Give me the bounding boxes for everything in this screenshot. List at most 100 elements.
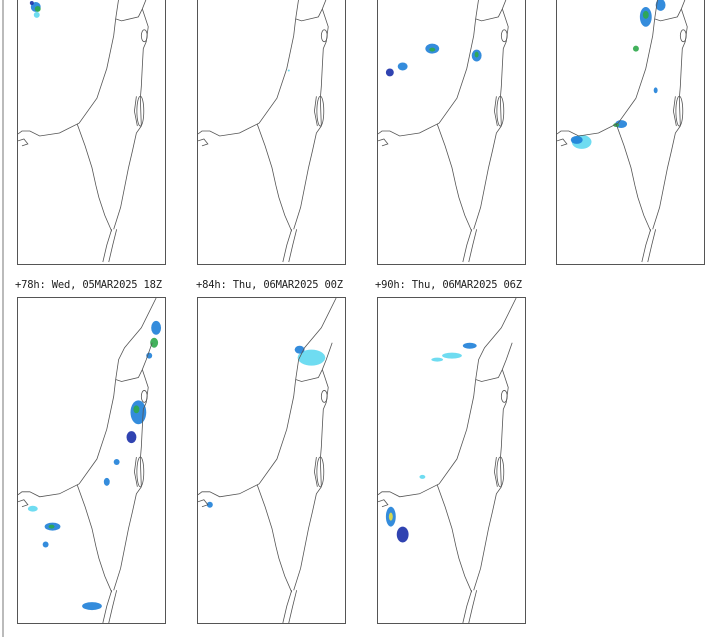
precipitation-area xyxy=(385,68,394,77)
precipitation-area xyxy=(113,459,120,465)
sea-of-galilee xyxy=(501,390,507,402)
precipitation-area xyxy=(388,512,393,521)
west-bank-line xyxy=(494,96,497,126)
gulf-west xyxy=(103,590,112,623)
lebanon-border xyxy=(116,0,153,21)
west-bank-line xyxy=(673,96,676,126)
precipitation-area xyxy=(442,352,462,359)
precipitation-area xyxy=(27,505,38,512)
west-bank-line xyxy=(314,457,317,487)
gulf-west xyxy=(463,229,472,262)
precipitation-area xyxy=(146,352,153,359)
precipitation-area xyxy=(570,135,583,144)
precipitation-area xyxy=(126,431,137,444)
dead-sea xyxy=(317,96,324,126)
coastline xyxy=(18,0,156,136)
panel-label-84h: +84h: Thu, 06MAR2025 00Z xyxy=(196,279,343,291)
gulf-east xyxy=(469,229,477,262)
precipitation-area xyxy=(431,357,444,362)
map xyxy=(378,298,525,623)
coastline xyxy=(18,298,156,497)
gulf-east xyxy=(109,229,117,262)
forecast-map-panel-78h xyxy=(17,297,166,624)
sinai-coast xyxy=(378,500,388,507)
coastline xyxy=(198,298,336,497)
precipitation-area xyxy=(130,400,147,425)
dead-sea xyxy=(676,96,683,126)
west-bank-line xyxy=(494,457,497,487)
precipitation-area xyxy=(632,45,639,52)
sinai-coast xyxy=(198,139,208,146)
egypt-border xyxy=(257,124,292,231)
gulf-east xyxy=(109,590,117,623)
forecast-map-panel-2 xyxy=(197,0,346,265)
precipitation-area xyxy=(42,541,49,548)
egypt-border xyxy=(77,124,112,231)
eastern-border xyxy=(474,370,509,591)
sea-of-galilee xyxy=(321,390,327,402)
map xyxy=(198,0,345,264)
gulf-east xyxy=(289,229,297,262)
west-bank-line xyxy=(134,457,137,487)
lebanon-border xyxy=(296,343,333,382)
egypt-border xyxy=(257,485,292,592)
map xyxy=(198,298,345,623)
precipitation-area xyxy=(419,474,426,479)
precipitation-area xyxy=(29,0,34,5)
map xyxy=(18,0,165,264)
precipitation-area xyxy=(287,69,290,72)
gulf-east xyxy=(648,229,656,262)
sea-of-galilee xyxy=(141,390,147,402)
panel-label-90h: +90h: Thu, 06MAR2025 06Z xyxy=(375,279,522,291)
gulf-west xyxy=(283,229,292,262)
sinai-coast xyxy=(18,500,28,507)
sea-of-galilee xyxy=(501,30,507,42)
precipitation-area xyxy=(33,11,40,18)
dead-sea xyxy=(137,96,144,126)
map xyxy=(18,298,162,623)
map xyxy=(557,0,704,264)
lebanon-border xyxy=(476,343,513,382)
precipitation-area xyxy=(82,602,102,611)
eastern-border xyxy=(114,370,149,591)
precipitation-area xyxy=(462,342,477,349)
panel-label-78h: +78h: Wed, 05MAR2025 18Z xyxy=(15,279,162,291)
precipitation-area xyxy=(103,477,110,486)
gulf-west xyxy=(463,590,472,623)
sinai-coast xyxy=(198,500,208,507)
precipitation-area xyxy=(151,320,162,335)
sinai-coast xyxy=(378,139,388,146)
gulf-west xyxy=(103,229,112,262)
precipitation-area xyxy=(34,5,41,12)
precipitation-area xyxy=(133,405,140,414)
dead-sea xyxy=(497,457,504,487)
precipitation-area xyxy=(429,47,436,52)
precipitation-area xyxy=(297,349,326,366)
lebanon-border xyxy=(476,0,513,21)
precipitation-area xyxy=(655,0,666,11)
precipitation-area xyxy=(206,501,213,508)
egypt-border xyxy=(437,124,472,231)
coastline xyxy=(378,0,516,136)
forecast-map-panel-1 xyxy=(17,0,166,265)
coastline xyxy=(557,0,695,136)
dead-sea xyxy=(497,96,504,126)
egypt-border xyxy=(77,485,112,592)
dead-sea xyxy=(137,457,144,487)
sea-of-galilee xyxy=(321,30,327,42)
map xyxy=(378,0,525,264)
eastern-border xyxy=(114,9,149,229)
west-bank-line xyxy=(134,96,137,126)
dead-sea xyxy=(317,457,324,487)
coastline xyxy=(198,0,336,136)
sea-of-galilee xyxy=(680,30,686,42)
sea-of-galilee xyxy=(141,30,147,42)
gulf-east xyxy=(289,590,297,623)
forecast-map-panel-84h xyxy=(197,297,346,624)
forecast-map-panel-90h xyxy=(377,297,526,624)
lebanon-border xyxy=(116,343,153,382)
sinai-coast xyxy=(18,139,28,146)
eastern-border xyxy=(474,9,509,229)
lebanon-border xyxy=(655,0,692,21)
page-edge-divider xyxy=(2,0,4,637)
